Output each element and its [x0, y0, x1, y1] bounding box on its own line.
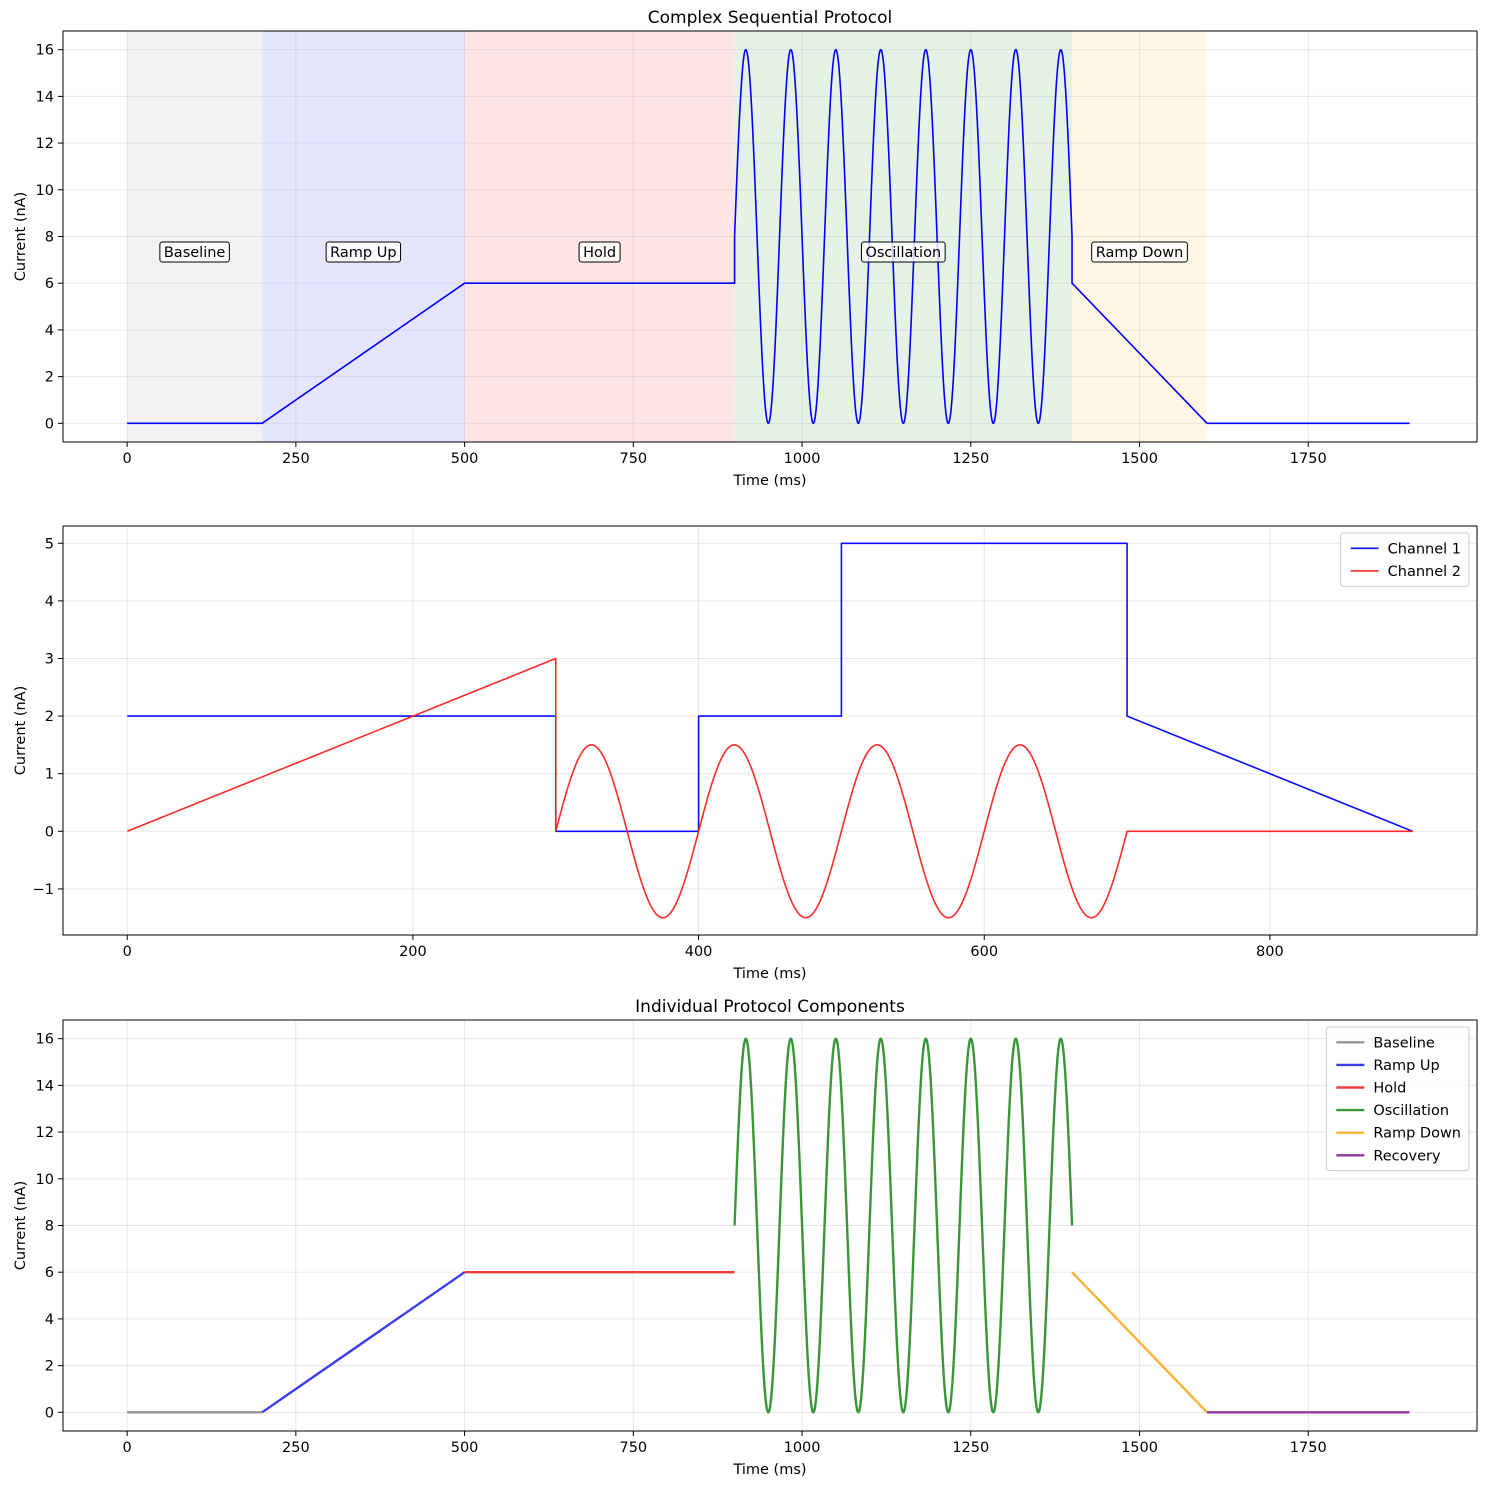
series-line-channel-2: [126, 657, 1413, 919]
y-tick-label: 14: [36, 1078, 54, 1094]
y-tick-label: 5: [45, 536, 54, 552]
chart-individual-protocol-components: 0 250 500 750 1000 1250 1500 1750 0 2 4 6 8 10 12 14 16 T…: [13, 997, 1478, 1478]
x-tick-label: 1750: [1290, 1440, 1327, 1456]
x-tick-label: 750: [619, 451, 647, 467]
phase-label-box: [860, 241, 946, 263]
legend-label: Channel 1: [1388, 541, 1461, 557]
y-tick-label: 16: [36, 43, 54, 59]
y-tick-label: 4: [45, 323, 54, 339]
phase-region-hold: [464, 31, 735, 442]
x-tick-label: 1250: [952, 1440, 989, 1456]
y-tick-label: 10: [36, 1172, 54, 1188]
phase-annotation: Baseline: [159, 241, 230, 263]
y-axis-label: Current (nA): [13, 1181, 29, 1271]
phase-annotation: Oscillation: [860, 241, 946, 263]
y-tick-label: 0: [45, 416, 54, 432]
legend: Channel 1 Channel 2: [1340, 532, 1470, 587]
y-tick-label: 10: [36, 183, 54, 199]
y-tick-label: 4: [45, 1312, 54, 1328]
x-tick-label: 1500: [1121, 451, 1158, 467]
y-tick-label: −1: [33, 882, 54, 898]
y-tick-label: 4: [45, 594, 54, 610]
phase-label: Ramp Up: [330, 245, 396, 261]
chart-title: Complex Sequential Protocol: [648, 8, 892, 28]
y-tick-label: 0: [45, 1405, 54, 1421]
x-tick-label: 1250: [952, 451, 989, 467]
x-tick-label: 0: [123, 944, 132, 960]
legend-label: Hold: [1373, 1081, 1406, 1097]
phase-label: Baseline: [164, 245, 226, 261]
legend-box: [1325, 1026, 1470, 1172]
x-tick-label: 750: [619, 1440, 647, 1456]
legend-label: Recovery: [1373, 1148, 1441, 1164]
y-tick-label: 2: [45, 1359, 54, 1375]
y-axis-label: Current (nA): [13, 686, 29, 776]
series-line-oscillation: [733, 1037, 1074, 1414]
x-tick-label: 500: [451, 451, 479, 467]
phase-label: Hold: [583, 245, 616, 261]
y-axis-label: Current (nA): [13, 192, 29, 282]
phase-label-box: [1091, 241, 1188, 263]
series-line-ramp-up: [261, 1271, 466, 1414]
x-axis-label: Time (ms): [732, 966, 806, 982]
x-tick-label: 0: [123, 451, 132, 467]
y-tick-label: 12: [36, 136, 54, 152]
phase-annotation: Hold: [578, 241, 621, 263]
y-tick-label: 3: [45, 651, 54, 667]
x-tick-label: 1750: [1290, 451, 1327, 467]
chart-complex-sequential-protocol: 0 250 500 750 1000 1250 1500 1750 0 2 4 6 8 10 12 14 16 T…: [13, 8, 1478, 489]
y-tick-label: 0: [45, 824, 54, 840]
y-tick-label: 12: [36, 1125, 54, 1141]
phase-region-ramp-down: [1072, 31, 1208, 442]
legend-label: Channel 2: [1388, 564, 1461, 580]
x-tick-label: 200: [399, 944, 427, 960]
y-tick-label: 14: [36, 89, 54, 105]
y-tick-label: 8: [45, 1219, 54, 1235]
chart-two-channel-protocol: 0 200 400 600 800 −1 0 1 2 3 4 5 Time (ms) Current (n…: [13, 525, 1478, 982]
legend-label: Baseline: [1373, 1035, 1435, 1051]
phase-annotation: Ramp Up: [325, 241, 402, 263]
series-line-protocol: [127, 48, 1410, 425]
phase-label-box: [325, 241, 402, 263]
x-tick-label: 1000: [784, 451, 821, 467]
y-tick-label: 8: [45, 230, 54, 246]
x-tick-label: 600: [970, 944, 998, 960]
y-tick-label: 2: [45, 709, 54, 725]
legend: Baseline Ramp Up Hold Oscillation Ramp Down R…: [1325, 1026, 1470, 1172]
series-line-channel-1: [127, 542, 1414, 833]
y-tick-label: 16: [36, 1032, 54, 1048]
series-line-ramp-down: [1071, 1271, 1208, 1414]
phase-label: Oscillation: [865, 245, 941, 261]
x-tick-label: 800: [1256, 944, 1284, 960]
phase-annotation: Ramp Down: [1091, 241, 1188, 263]
phase-region-ramp-up: [262, 31, 465, 442]
y-tick-label: 1: [45, 767, 54, 783]
x-tick-label: 400: [685, 944, 713, 960]
phase-label-box: [578, 241, 621, 263]
y-tick-label: 2: [45, 370, 54, 386]
x-tick-label: 250: [282, 451, 310, 467]
legend-label: Oscillation: [1373, 1103, 1449, 1119]
x-axis-label: Time (ms): [732, 1462, 806, 1478]
phase-label: Ramp Down: [1096, 245, 1184, 261]
phase-region-oscillation: [734, 31, 1073, 442]
phase-label-box: [159, 241, 230, 263]
chart-title: Individual Protocol Components: [635, 997, 905, 1017]
y-tick-label: 6: [45, 276, 54, 292]
legend-label: Ramp Down: [1373, 1126, 1461, 1142]
y-tick-label: 6: [45, 1265, 54, 1281]
legend-label: Ramp Up: [1373, 1058, 1439, 1074]
legend-box: [1340, 532, 1470, 587]
x-tick-label: 1500: [1121, 1440, 1158, 1456]
x-tick-label: 1000: [784, 1440, 821, 1456]
phase-region-baseline: [127, 31, 263, 442]
x-axis-label: Time (ms): [732, 473, 806, 489]
x-tick-label: 500: [451, 1440, 479, 1456]
axes-frame: [62, 525, 1478, 936]
x-tick-label: 250: [282, 1440, 310, 1456]
x-tick-label: 0: [123, 1440, 132, 1456]
